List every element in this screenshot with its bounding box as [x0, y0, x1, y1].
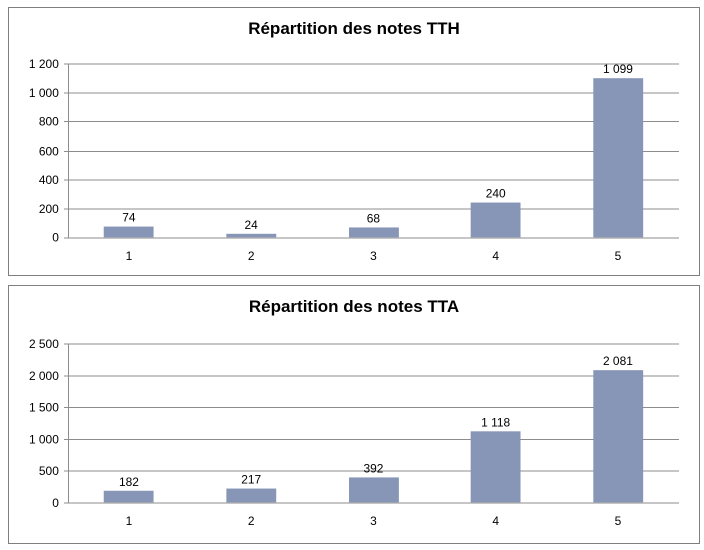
category-label-3: 3: [370, 514, 377, 528]
y-tick-label-2000: 2 000: [29, 369, 59, 383]
category-label-5: 5: [615, 249, 622, 263]
y-tick-label-2500: 2 500: [29, 337, 59, 351]
y-tick-label-600: 600: [39, 144, 59, 158]
tth-bar-chart: 0 200 400 600 800 1 000 1 200 74 1 24 2 68 3 240 4 1 09…: [29, 57, 680, 263]
category-label-5: 5: [615, 514, 622, 528]
value-label-1: 74: [122, 211, 136, 225]
category-label-4: 4: [492, 514, 499, 528]
category-label-4: 4: [492, 249, 499, 263]
y-tick-label-800: 800: [39, 115, 59, 129]
bar-category-3: [349, 227, 399, 238]
bar-category-5: [593, 78, 644, 238]
bar-category-1: [103, 490, 154, 503]
y-tick-label-1000: 1 000: [29, 432, 59, 446]
value-label-1: 182: [119, 475, 139, 489]
value-label-4: 240: [486, 187, 506, 201]
bar-category-2: [226, 488, 277, 503]
chart-panel-tth: Répartition des notes TTH 0 200 400 600 800 1…: [8, 7, 700, 276]
value-label-4: 1 118: [481, 415, 510, 429]
chart-panel-tta: Répartition des notes TTA 0 500 1 000 1 500…: [8, 285, 700, 544]
tta-bar-chart: 0 500 1 000 1 500 2 000 2 500 182 1 217 2 392 3 1 11…: [29, 337, 680, 528]
y-tick-label-200: 200: [39, 202, 59, 216]
chart-title-tta: Répartition des notes TTA: [248, 297, 460, 316]
y-tick-label-1200: 1 200: [29, 57, 59, 71]
value-label-2: 24: [245, 218, 259, 232]
bar-category-5: [593, 370, 644, 503]
bar-category-4: [470, 431, 521, 503]
category-label-1: 1: [126, 249, 133, 263]
value-label-3: 392: [363, 461, 383, 475]
y-tick-label-500: 500: [39, 464, 59, 478]
value-label-3: 68: [367, 212, 381, 226]
y-tick-label-400: 400: [39, 173, 59, 187]
value-label-5: 2 081: [603, 354, 633, 368]
bar-category-3: [349, 477, 399, 503]
chart-title-tth: Répartition des notes TTH: [248, 19, 460, 38]
y-tick-label-0: 0: [52, 496, 59, 510]
bar-category-4: [470, 202, 521, 238]
category-label-2: 2: [248, 249, 255, 263]
category-label-3: 3: [370, 249, 377, 263]
category-label-2: 2: [248, 514, 255, 528]
bar-category-1: [103, 226, 154, 238]
value-label-5: 1 099: [603, 62, 633, 76]
y-tick-label-1500: 1 500: [29, 401, 59, 415]
y-tick-label-0: 0: [52, 231, 59, 245]
y-tick-label-1000: 1 000: [29, 86, 59, 100]
category-label-1: 1: [126, 514, 133, 528]
bar-category-2: [226, 233, 277, 238]
value-label-2: 217: [241, 473, 261, 487]
